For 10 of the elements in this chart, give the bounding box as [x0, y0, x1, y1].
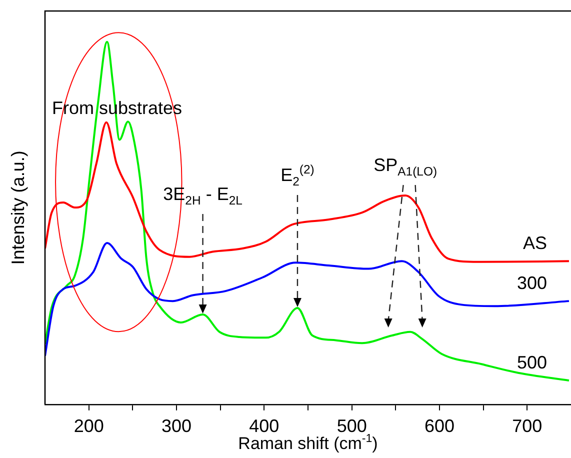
- x-tick-label: 300: [161, 416, 192, 436]
- x-tick-label: 700: [512, 416, 542, 436]
- x-tick-label: 200: [74, 416, 104, 436]
- x-tick-label: 600: [424, 416, 455, 436]
- series-label: 300: [516, 273, 548, 294]
- x-tick-label: 400: [249, 416, 280, 436]
- series-label: 500: [516, 352, 548, 372]
- series-label: AS: [522, 233, 548, 254]
- x-tick-label: 500: [336, 416, 367, 436]
- y-axis-title: Intensity (a.u.): [8, 150, 28, 265]
